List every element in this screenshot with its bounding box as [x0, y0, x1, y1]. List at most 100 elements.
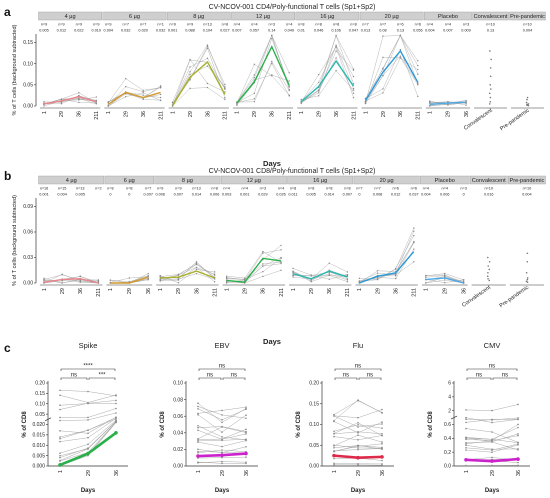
group-8-g-header: [166, 11, 231, 21]
chart-ebv-y-tick-label: 0.00: [173, 464, 183, 470]
chart-flu-individual-point: [381, 446, 383, 449]
group-placebo-individual-point: [429, 101, 431, 103]
group-placebo-day-label: 1: [424, 288, 430, 291]
y-tick-label: 0.09: [23, 204, 33, 210]
chart-spike-sig-label: ns: [71, 373, 77, 379]
y-tick-label: 0.00: [23, 281, 33, 287]
group-16-g-header: [287, 175, 354, 185]
group-16-g-day-label: 211: [345, 288, 351, 297]
group-12-g-individual-point: [280, 261, 282, 264]
chart-spike-individual-point: [115, 419, 117, 421]
group-8-g-individual-point: [159, 280, 161, 282]
chart-flu-sig-label: ns: [355, 364, 361, 370]
panel-label-c: c: [4, 341, 11, 355]
group-6-g-individual-point: [125, 77, 127, 80]
group-16-g-individual-point: [352, 96, 355, 99]
group-4-g-median-label: 0.022: [74, 29, 84, 33]
group-20-g-day-label: 29: [375, 288, 381, 294]
chart-flu-sig-bracket: [334, 377, 358, 380]
group-16-g-individual-line: [301, 34, 354, 103]
chart-spike-individual-line: [59, 422, 117, 465]
group-8-g-individual-point: [177, 282, 180, 284]
group-6-g-individual-point: [142, 90, 144, 93]
group-20-g-individual-point: [399, 57, 402, 59]
group-6-g-individual-point: [142, 98, 144, 101]
chart-flu-y-tick-label: 0.20: [309, 381, 319, 387]
group-4-g-individual-point: [78, 101, 80, 104]
group-16-g-individual-point: [310, 280, 312, 282]
chart-ebv-individual-point: [245, 408, 247, 411]
group-4-g-header-label: 4 µg: [65, 14, 76, 20]
chart-spike-y-tick-label: 0.010: [32, 443, 45, 449]
chart-flu-median-point: [332, 453, 336, 458]
group-12-g-individual-point: [288, 89, 290, 92]
group-12-g-individual-line: [236, 61, 290, 103]
y-axis-label: % of T cells (background subtracted): [12, 195, 18, 286]
group-placebo-individual-point: [429, 100, 431, 102]
chart-ebv-individual-point: [245, 461, 247, 463]
group-20-g-individual-point: [399, 49, 402, 51]
chart-ebv-y-axis-label: % of CD8: [160, 411, 166, 438]
group-8-g-individual-point: [206, 82, 209, 85]
group-12-g-individual-point: [271, 34, 273, 37]
chart-ebv-individual-point: [245, 430, 247, 433]
group-6-g-individual-point: [107, 105, 110, 107]
group-4-g-individual-point: [60, 98, 63, 100]
group-placebo-day-label: 36: [461, 288, 467, 294]
chart-cmv-individual-line: [465, 404, 519, 411]
group-16-g-day-label: 1: [291, 288, 297, 291]
group-8-g-individual-point: [177, 279, 180, 281]
chart-cmv-individual-point: [465, 437, 467, 440]
group-12-g-n-label: n=4: [234, 23, 240, 27]
chart-cmv-sig-label: ns: [489, 364, 495, 370]
group-16-g-n-label: n=8: [333, 23, 339, 27]
group-20-g-individual-point: [413, 234, 415, 237]
group-16-g-individual-point: [328, 278, 330, 280]
chart-cmv-individual-point: [517, 417, 519, 419]
group-8-g-n-label: n=9: [157, 187, 163, 191]
group-8-g-individual-point: [159, 279, 161, 281]
group-convalescent-point: [487, 277, 489, 280]
group-convalescent-point: [488, 92, 491, 95]
chart-flu-individual-point: [357, 421, 359, 424]
group-8-g-individual-line: [172, 87, 226, 107]
group-12-g-individual-point: [262, 275, 264, 278]
group-12-g-individual-point: [253, 101, 256, 103]
group-16-g-individual-point: [346, 279, 349, 281]
group-12-g-header-label: 12 µg: [256, 14, 270, 20]
group-placebo-n-label: n=4: [445, 23, 451, 27]
group-8-g-individual-point: [224, 98, 226, 101]
group-8-g-n-label: n=9: [187, 23, 193, 27]
group-12-g-individual-point: [262, 270, 264, 273]
chart-cmv-individual-point: [465, 418, 467, 421]
group-12-g-individual-point: [271, 62, 273, 65]
group-convalescent-point: [488, 260, 491, 263]
y-tick-label: 0.03: [23, 255, 33, 261]
group-convalescent-point: [486, 275, 489, 278]
chart-ebv-individual-point: [197, 441, 199, 443]
group-12-g-individual-point: [253, 92, 256, 94]
group-12-g-n-label: n=4: [223, 187, 229, 191]
group-4-g-individual-point: [78, 94, 80, 97]
chart-spike-sig-bracket: [60, 377, 88, 380]
chart-spike-median-point: [114, 431, 118, 435]
group-20-g-n-label: n=7: [356, 187, 362, 191]
chart-ebv-sig-label: ns: [207, 373, 213, 379]
chart-flu-individual-point: [357, 447, 359, 449]
chart-cmv-individual-point: [491, 449, 493, 451]
group-6-g-median-label: 0.032: [121, 29, 131, 33]
group-placebo-individual-point: [444, 282, 446, 284]
group-8-g-individual-point: [206, 44, 209, 46]
group-20-g-median-line: [364, 49, 419, 101]
chart-cmv-sig-bracket: [466, 377, 492, 380]
chart-flu-individual-point: [333, 413, 335, 416]
chart-flu-individual-point: [357, 439, 359, 441]
group-20-g-individual-point: [358, 277, 361, 280]
group-20-g-median-label: 0.08: [379, 29, 386, 33]
group-8-g-individual-point: [195, 262, 198, 264]
group-20-g-n-label: n=6: [392, 187, 398, 191]
group-20-g-median-label: 0.13: [397, 29, 404, 33]
group-6-g-individual-point: [159, 86, 162, 89]
group-8-g-n-label: n=8: [211, 187, 217, 191]
